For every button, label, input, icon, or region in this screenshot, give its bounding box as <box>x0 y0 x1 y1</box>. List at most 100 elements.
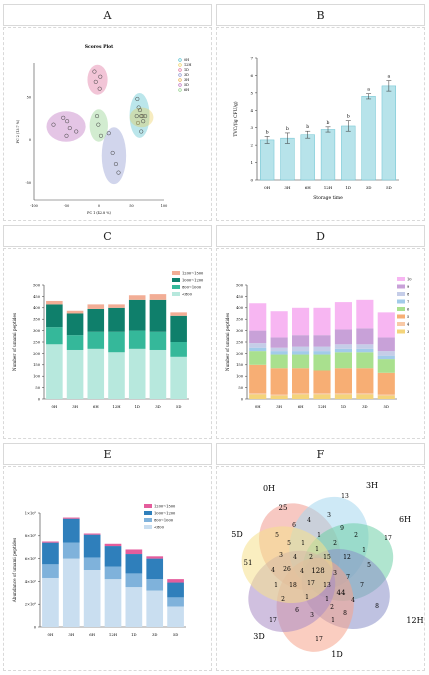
venn-count: 8 <box>343 610 347 617</box>
panel-c: 0 50 100 150 200 250 300 350 400 450 500 0H 3H 6H 12H 1… <box>3 248 212 439</box>
venn-set-label: 12H <box>406 616 423 625</box>
stack-segment <box>42 542 59 565</box>
y-tick-label: 200 <box>236 352 244 356</box>
y-tick-label: 50 <box>35 386 40 390</box>
stack-segment <box>87 304 105 309</box>
stack-segment <box>128 330 146 349</box>
venn-count: 3 <box>279 552 283 559</box>
stack-segment <box>146 579 164 591</box>
stack-segment <box>334 302 352 330</box>
stack-segment <box>356 348 374 353</box>
x-tick-label: 6H <box>298 404 304 409</box>
venn-count: 6 <box>295 607 299 614</box>
legend-label: 10 <box>407 277 412 281</box>
stack-segment <box>270 394 288 396</box>
venn-set-label: 0H <box>263 484 275 493</box>
y-tick-label: 350 <box>33 318 41 322</box>
legend-label: 5 <box>407 315 410 319</box>
panel-e-header: E <box>3 443 212 465</box>
panel-f-letter: F <box>316 447 325 461</box>
x-tick-label: 6H <box>93 404 99 409</box>
venn-count: 12 <box>343 554 351 561</box>
x-tick-label: 0H <box>255 404 261 409</box>
stack-segment <box>62 517 80 519</box>
venn-count: 4 <box>351 597 355 604</box>
stack-segment <box>377 355 395 360</box>
y-tick-label: 6×10⁸ <box>25 557 37 561</box>
stack-segment <box>42 564 59 578</box>
stack-segment <box>108 331 125 353</box>
score-point <box>143 114 148 119</box>
stack-segment <box>42 541 59 543</box>
score-point <box>135 120 141 125</box>
x-tick-label: 12H <box>324 185 333 190</box>
venn-count: 5 <box>367 562 371 569</box>
score-point <box>139 114 144 119</box>
score-point <box>137 108 142 113</box>
chart-title: Scores Plot <box>85 44 114 50</box>
stack-segment <box>292 394 310 399</box>
panel-c-letter: C <box>103 229 112 243</box>
y-tick-label: 1×10⁹ <box>25 511 37 515</box>
stack-segment <box>149 331 167 350</box>
abundance-stacked-chart: 0 2×10⁸ 4×10⁸ 6×10⁸ 8×10⁸ 1×10⁹ 0H 3H 6H 12H 1D 3D 5… <box>12 504 186 637</box>
x-tick-label: 1D <box>134 404 139 409</box>
panel-e: 0 2×10⁸ 4×10⁸ 6×10⁸ 8×10⁸ 1×10⁹ 0H 3H 6H 12H 1D 3D 5… <box>3 466 212 671</box>
y-tick-label: -50 <box>26 181 31 185</box>
stack-segment <box>356 393 374 395</box>
x-axis-label: Storage time <box>313 195 343 201</box>
stack-segment <box>108 304 125 308</box>
legend-label: 1000~1200 <box>182 278 204 282</box>
venn-count: 17 <box>384 535 392 542</box>
legend-swatch <box>172 285 180 289</box>
stack-segment <box>270 351 288 355</box>
stack-segment <box>334 348 352 353</box>
stack-segment <box>313 354 331 371</box>
y-axis-label: PC 2 (13.7 %) <box>16 119 20 143</box>
stack-segment <box>334 393 352 395</box>
stack-segment <box>313 393 331 395</box>
legend-label: 3H <box>184 78 189 82</box>
legend-label: 3D <box>184 73 189 77</box>
stack-segment <box>46 327 63 345</box>
venn-set-label: 3H <box>366 481 378 490</box>
y-tick-label: 500 <box>33 283 41 287</box>
confidence-ellipse <box>46 111 86 142</box>
y-tick-label: 450 <box>33 295 41 299</box>
stack-segment <box>313 351 331 355</box>
stack-segment <box>87 348 105 399</box>
y-tick-label: 300 <box>236 329 244 333</box>
stack-segment <box>170 356 187 399</box>
stack-segment <box>104 579 122 627</box>
venn-count: 3 <box>333 570 337 577</box>
stack-segment <box>270 395 288 399</box>
venn-count: 1 <box>317 532 321 539</box>
confidence-ellipse <box>89 109 108 142</box>
stack-segment <box>334 329 352 345</box>
y-tick-label: 200 <box>33 352 41 356</box>
x-tick-label: 0H <box>264 185 271 190</box>
stack-segment <box>249 303 267 331</box>
panel-a-letter: A <box>103 8 112 22</box>
stack-segment <box>292 307 310 336</box>
y-tick-label: 6 <box>250 73 253 78</box>
stack-segment <box>334 368 352 394</box>
score-point <box>141 119 146 124</box>
stack-segment <box>292 393 310 395</box>
legend-swatch <box>397 307 405 311</box>
stack-segment <box>292 351 310 355</box>
venn-count: 4 <box>300 568 304 575</box>
venn-count: 18 <box>289 582 297 589</box>
stack-segment <box>146 590 164 627</box>
stack-segment <box>356 344 374 349</box>
venn-count: 1 <box>325 596 329 603</box>
venn-count: 3 <box>327 512 331 519</box>
venn-set-label: 5D <box>231 530 243 539</box>
venn-count: 17 <box>307 580 315 587</box>
stack-segment <box>62 558 80 627</box>
stack-segment <box>125 554 143 574</box>
x-tick-label: 3H <box>68 632 74 637</box>
stack-segment <box>66 349 84 399</box>
stack-segment <box>377 395 395 399</box>
panel-a: Scores Plot -100 -50 0 50 100 -50 0 50 PC 1 (42.8… <box>3 27 212 221</box>
